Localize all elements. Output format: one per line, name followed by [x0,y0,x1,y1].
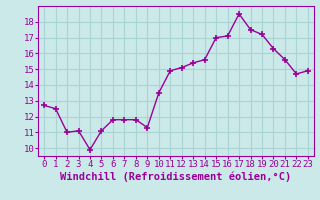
X-axis label: Windchill (Refroidissement éolien,°C): Windchill (Refroidissement éolien,°C) [60,172,292,182]
